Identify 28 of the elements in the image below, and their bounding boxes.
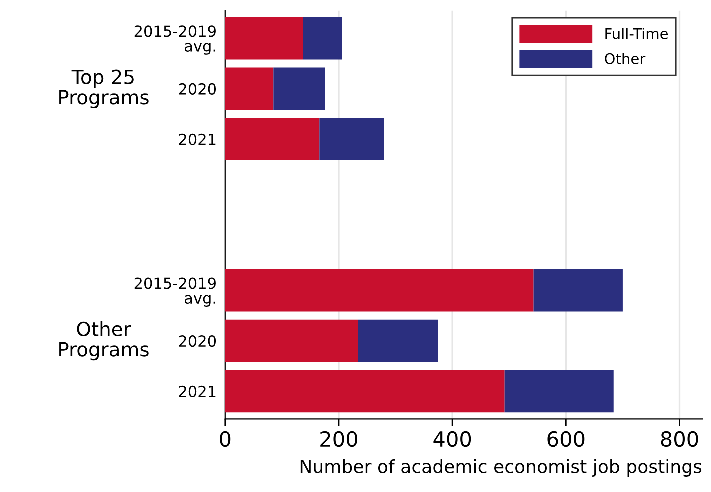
bar [534, 269, 623, 312]
bar [225, 370, 505, 413]
x-tick-label: 0 [220, 431, 231, 448]
x-tick-label: 400 [434, 431, 472, 448]
y-tick-label: 2015-2019 avg. [134, 26, 216, 55]
y-tick-label: 2021 [179, 386, 216, 398]
x-tick-label: 600 [548, 431, 585, 448]
x-tick-label: 200 [320, 431, 358, 448]
bar [358, 320, 438, 362]
bar [303, 17, 342, 60]
bar [225, 269, 534, 312]
legend-label: Other [605, 53, 646, 64]
y-tick-label: 2015-2019 avg. [134, 278, 216, 307]
x-axis-title: Number of academic economist job postings [300, 459, 702, 477]
bar [504, 370, 614, 413]
legend-label: Full-Time [606, 28, 668, 40]
bar [225, 68, 274, 110]
text: Other Programs [60, 321, 149, 361]
y-tick-label: 2021 [179, 134, 216, 146]
bar [225, 17, 304, 60]
y-tick-label: 2020 [179, 83, 216, 95]
text: Top 25 Programs [60, 70, 149, 109]
x-tick-label: 800 [661, 431, 698, 448]
y-tick-label: 2020 [179, 336, 216, 348]
bar [320, 118, 384, 161]
bar [225, 118, 320, 161]
bar [274, 68, 326, 110]
bar [225, 320, 358, 362]
